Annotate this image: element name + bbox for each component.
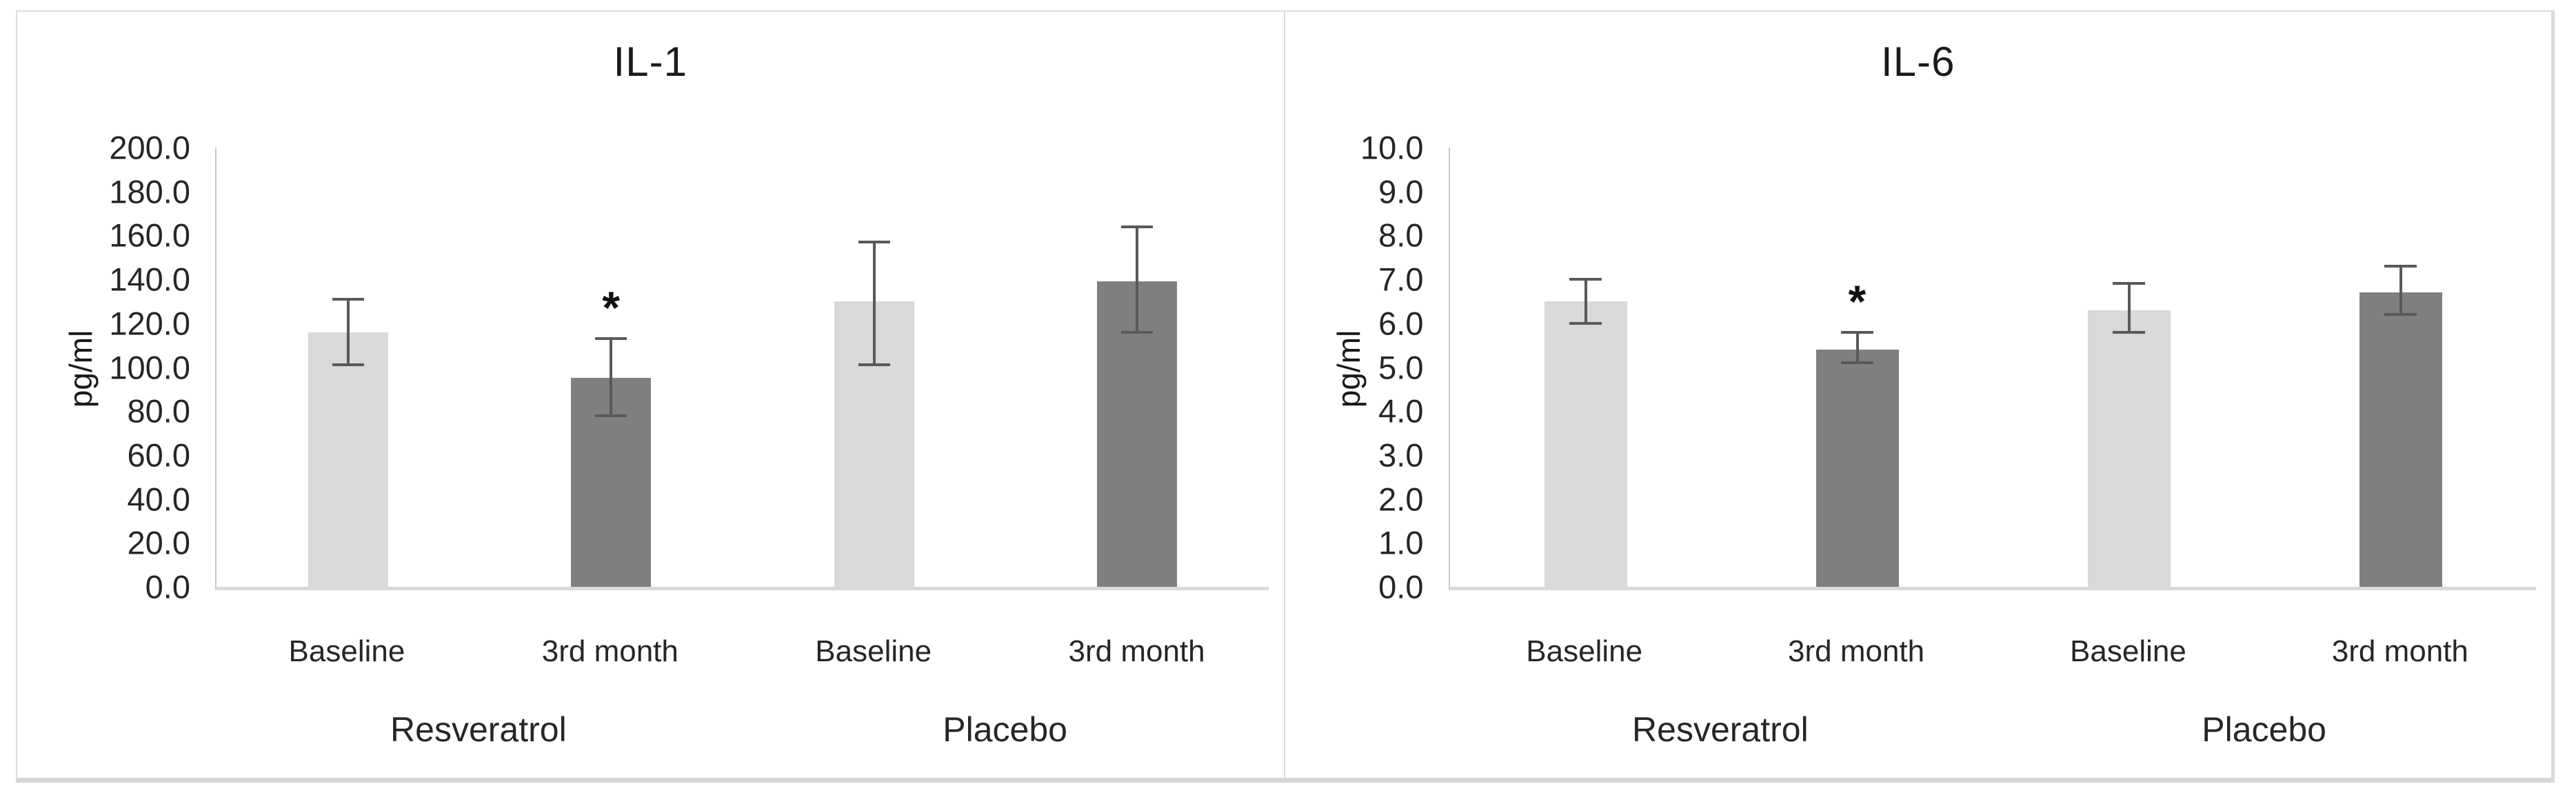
figure-border: IL-1 pg/ml 0.0 20.0 40.0 60.0 80.0 100.0 120.0… (16, 10, 2555, 783)
error-bar-cap (2384, 264, 2417, 268)
x-category-label: 3rd month (541, 634, 678, 668)
x-group-label: Placebo (943, 710, 1067, 749)
y-tick-label: 0.0 (1378, 568, 1424, 605)
y-axis-label: pg/ml (1330, 330, 1367, 408)
y-tick-label: 200.0 (109, 129, 190, 166)
y-tick-label: 0.0 (145, 568, 190, 605)
x-category-label: Baseline (288, 634, 405, 668)
y-tick-label: 120.0 (109, 305, 190, 342)
y-tick-label: 100.0 (109, 349, 190, 385)
y-tick-label: 40.0 (127, 481, 190, 518)
plot-area: 0.0 20.0 40.0 60.0 80.0 100.0 120.0 140.0 160.0 1… (109, 132, 1269, 603)
error-bar (1584, 279, 1587, 323)
error-bar-cap (1121, 330, 1154, 334)
x-category-label: 3rd month (2331, 634, 2468, 668)
y-tick-label: 60.0 (127, 436, 190, 474)
chart-panel-il6: IL-6 pg/ml 0.0 1.0 2.0 3.0 4.0 5.0 6.0 7.0 8.0 9.… (1283, 12, 2551, 778)
x-group-labels: Resveratrol Placebo (1449, 709, 2537, 750)
error-bar-cap (1841, 361, 1873, 365)
y-tick-label: 80.0 (127, 392, 190, 430)
bar-3rd-month-1 (1815, 350, 1899, 587)
x-category-label: Baseline (2070, 634, 2186, 668)
error-bar (872, 241, 876, 365)
x-group-label: Resveratrol (390, 710, 567, 749)
y-tick-label: 20.0 (127, 524, 190, 561)
error-bar-cap (1121, 225, 1154, 228)
error-bar-cap (332, 363, 364, 367)
x-group-label: Placebo (2202, 710, 2326, 749)
x-category-label: Baseline (815, 634, 932, 668)
y-tick-label: 7.0 (1378, 261, 1424, 298)
y-tick-label: 1.0 (1378, 524, 1424, 561)
error-bar (2399, 265, 2402, 315)
plot-area: 0.0 1.0 2.0 3.0 4.0 5.0 6.0 7.0 8.0 9.0 10.0 * (1360, 132, 2536, 603)
y-tick-label: 9.0 (1378, 173, 1424, 210)
error-bar-cap (2384, 313, 2417, 316)
y-tick-label: 5.0 (1378, 349, 1424, 385)
bar-baseline-0 (1544, 301, 1627, 587)
x-category-label: 3rd month (1068, 634, 1205, 668)
error-bar-cap (1569, 278, 1602, 281)
y-axis-label: pg/ml (63, 330, 99, 408)
x-group-label: Resveratrol (1632, 710, 1809, 749)
y-tick-label: 6.0 (1378, 305, 1424, 342)
error-bar-cap (858, 240, 890, 243)
significance-asterisk: * (602, 282, 621, 334)
y-tick-label: 140.0 (109, 261, 190, 298)
x-category-label: Baseline (1526, 634, 1643, 668)
y-tick-label: 180.0 (109, 173, 190, 210)
error-bar (346, 299, 350, 365)
y-tick-label: 3.0 (1378, 436, 1424, 474)
error-bar (1855, 332, 1859, 363)
error-bar-cap (2113, 330, 2145, 334)
error-bar-cap (332, 297, 364, 301)
x-category-labels: Baseline 3rd month Baseline 3rd month (215, 632, 1269, 671)
y-tick-label: 160.0 (109, 217, 190, 254)
error-bar (610, 339, 613, 416)
chart-title: IL-1 (613, 39, 687, 85)
y-tick-label: 8.0 (1378, 217, 1424, 254)
error-bar-cap (595, 414, 627, 417)
y-tick-label: 10.0 (1360, 129, 1424, 166)
y-tick-label: 2.0 (1378, 481, 1424, 518)
chart-panel-il1: IL-1 pg/ml 0.0 20.0 40.0 60.0 80.0 100.0 120.0… (17, 12, 1284, 778)
x-category-label: 3rd month (1788, 634, 1925, 668)
chart-title: IL-6 (1881, 39, 1955, 85)
error-bar-cap (1569, 321, 1602, 325)
error-bar-cap (595, 337, 627, 341)
x-group-labels: Resveratrol Placebo (215, 709, 1269, 750)
bar-baseline-0 (308, 332, 388, 587)
significance-asterisk: * (1848, 275, 1866, 327)
x-category-labels: Baseline 3rd month Baseline 3rd month (1449, 632, 2537, 671)
error-bar (1136, 226, 1139, 332)
bar-3rd-month-3 (2359, 292, 2442, 587)
bar-baseline-2 (2087, 310, 2171, 587)
error-bar-cap (1841, 330, 1873, 334)
error-bar-cap (2113, 282, 2145, 285)
error-bar-cap (858, 363, 890, 367)
y-tick-label: 4.0 (1378, 392, 1424, 430)
error-bar (2127, 283, 2131, 332)
